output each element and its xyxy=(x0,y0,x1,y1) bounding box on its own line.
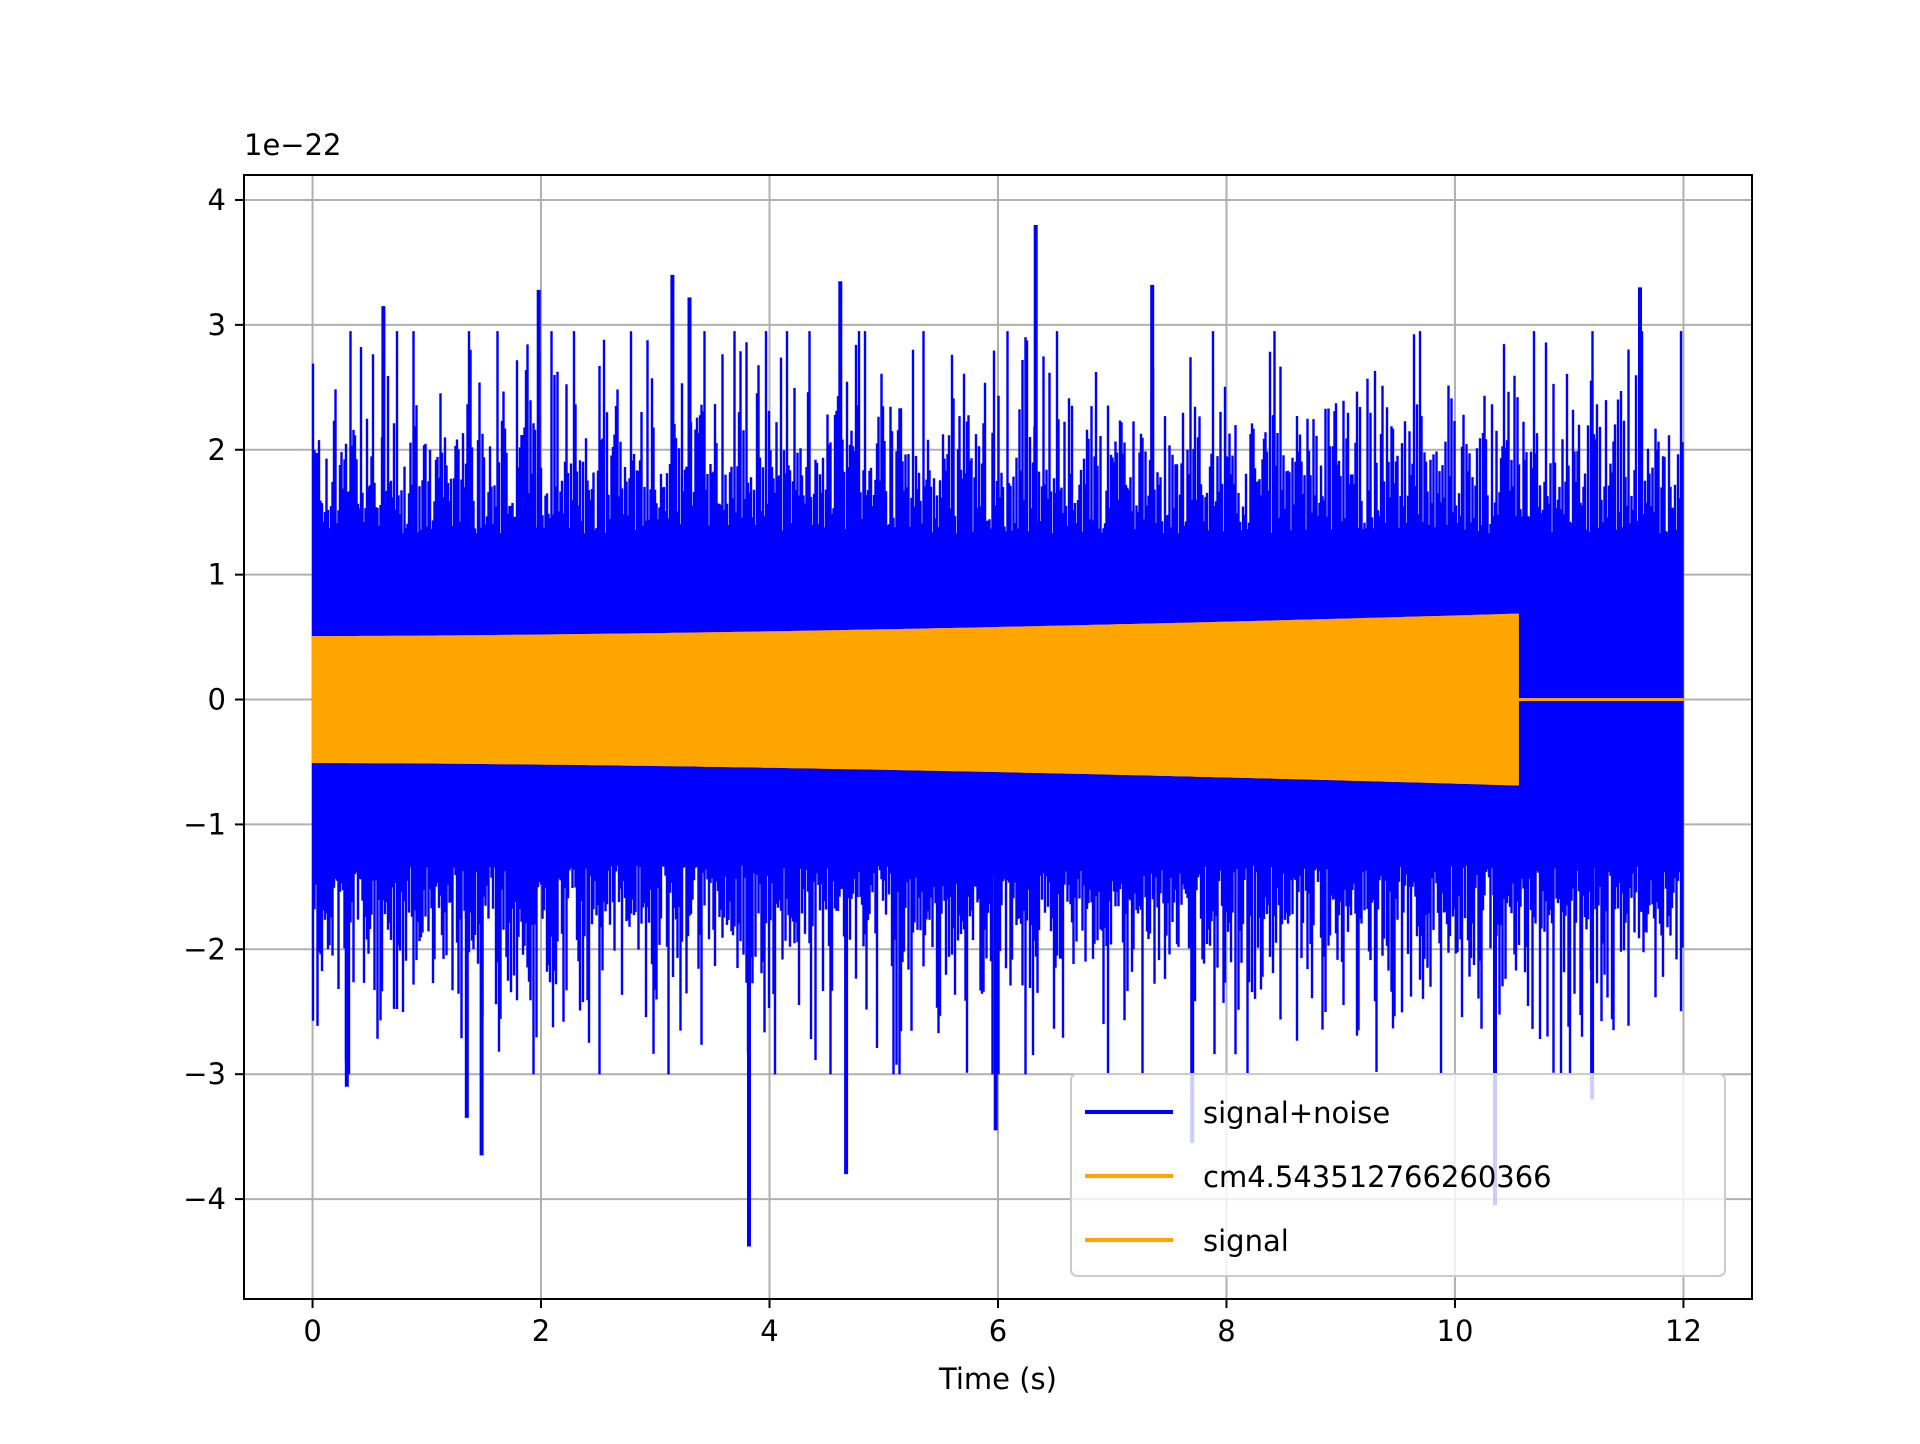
y-tick-label: 3 xyxy=(208,308,226,342)
x-tick-label: 0 xyxy=(303,1314,321,1348)
y-tick-label: 4 xyxy=(208,183,226,217)
y-tick-label: −4 xyxy=(183,1182,226,1216)
series-signal xyxy=(311,613,1684,786)
y-tick-label: −2 xyxy=(183,932,226,966)
x-tick-label: 2 xyxy=(532,1314,550,1348)
noise-peaks xyxy=(344,225,1642,1247)
legend-label: signal xyxy=(1203,1224,1289,1258)
x-tick-label: 6 xyxy=(989,1314,1007,1348)
y-tick-label: −1 xyxy=(183,807,226,841)
x-axis-label: Time (s) xyxy=(938,1362,1057,1396)
legend-label: signal+noise xyxy=(1203,1096,1390,1130)
x-tick-label: 8 xyxy=(1217,1314,1235,1348)
y-axis: −4 −3 −2 −1 0 1 2 3 4 xyxy=(183,183,244,1216)
y-tick-label: −3 xyxy=(183,1057,226,1091)
x-tick-label: 4 xyxy=(760,1314,778,1348)
x-tick-label: 10 xyxy=(1437,1314,1474,1348)
x-axis: 0 2 4 6 8 10 12 xyxy=(303,1299,1702,1348)
signal-envelope xyxy=(311,613,1519,786)
y-tick-label: 2 xyxy=(208,433,226,467)
legend: signal+noise cm4.543512766260366 signal xyxy=(1070,1073,1726,1277)
y-tick-label: 1 xyxy=(208,558,226,592)
x-tick-label: 12 xyxy=(1665,1314,1702,1348)
legend-box xyxy=(1070,1073,1726,1277)
legend-label: cm4.543512766260366 xyxy=(1203,1160,1552,1194)
plot-area xyxy=(311,225,1684,1247)
y-axis-offset-label: 1e−22 xyxy=(244,128,342,162)
y-tick-label: 0 xyxy=(208,683,226,717)
